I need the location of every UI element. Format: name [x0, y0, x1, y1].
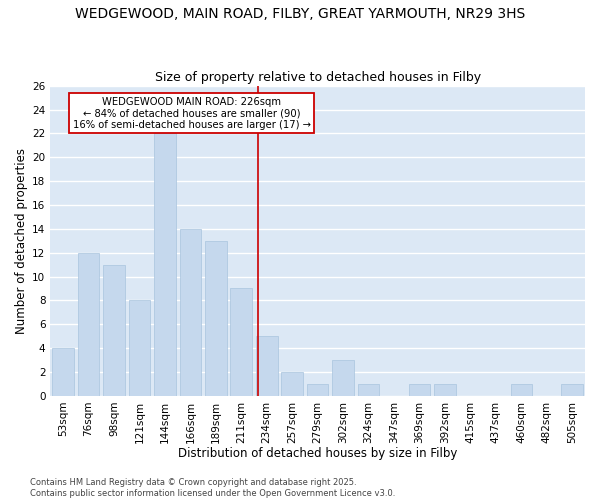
Text: WEDGEWOOD, MAIN ROAD, FILBY, GREAT YARMOUTH, NR29 3HS: WEDGEWOOD, MAIN ROAD, FILBY, GREAT YARMO… — [75, 8, 525, 22]
Bar — [128, 300, 150, 396]
Bar — [307, 384, 328, 396]
Bar — [230, 288, 252, 396]
Bar — [332, 360, 354, 396]
Bar — [511, 384, 532, 396]
Bar — [434, 384, 456, 396]
Bar — [77, 252, 99, 396]
Bar — [205, 241, 227, 396]
Bar — [281, 372, 303, 396]
X-axis label: Distribution of detached houses by size in Filby: Distribution of detached houses by size … — [178, 447, 457, 460]
Bar — [256, 336, 278, 396]
Bar — [154, 134, 176, 396]
Text: WEDGEWOOD MAIN ROAD: 226sqm
← 84% of detached houses are smaller (90)
16% of sem: WEDGEWOOD MAIN ROAD: 226sqm ← 84% of det… — [73, 96, 311, 130]
Bar — [52, 348, 74, 396]
Bar — [103, 264, 125, 396]
Text: Contains HM Land Registry data © Crown copyright and database right 2025.
Contai: Contains HM Land Registry data © Crown c… — [30, 478, 395, 498]
Bar — [562, 384, 583, 396]
Y-axis label: Number of detached properties: Number of detached properties — [15, 148, 28, 334]
Title: Size of property relative to detached houses in Filby: Size of property relative to detached ho… — [155, 72, 481, 85]
Bar — [179, 229, 201, 396]
Bar — [409, 384, 430, 396]
Bar — [358, 384, 379, 396]
